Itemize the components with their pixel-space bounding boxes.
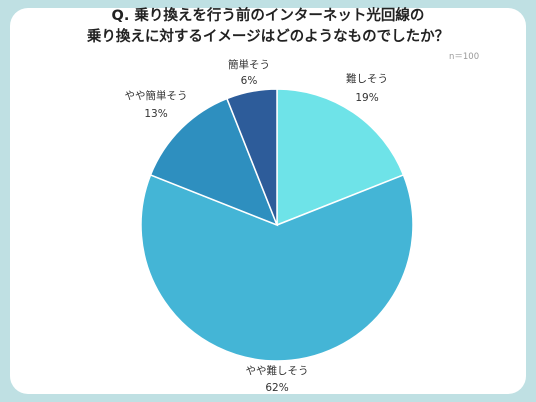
pie-slice-4 [225,88,278,226]
chart-title-line-1: Q. 乗り換えを行う前のインターネット光回線の [111,8,425,24]
slice-label-3: やや簡単そう [125,89,188,102]
pie-slice-3 [149,97,279,227]
chart-title: Q. 乗り換えを行う前のインターネット光回線の 乗り換えに対するイメージはどのよ… [0,6,536,48]
slice-label-2: やや難しそう [246,364,309,377]
pie-slice-1 [276,88,405,227]
pie-slices [140,88,414,362]
slice-percent-4: 6% [241,75,258,87]
sample-size-note: n＝100 [449,52,480,62]
slice-percent-1: 19% [355,92,378,104]
chart-title-line-2: 乗り換えに対するイメージはどのようなものでしたか？ [86,29,450,45]
pie-labels: 難しそう 19% やや難しそう 62% やや簡単そう 13% 簡単そう 6% [125,58,389,394]
slice-label-1: 難しそう [346,72,388,85]
slice-percent-3: 13% [144,108,167,120]
slice-percent-2: 62% [265,382,288,394]
pie-slice-2 [140,173,414,362]
slice-label-4: 簡単そう [228,58,270,71]
